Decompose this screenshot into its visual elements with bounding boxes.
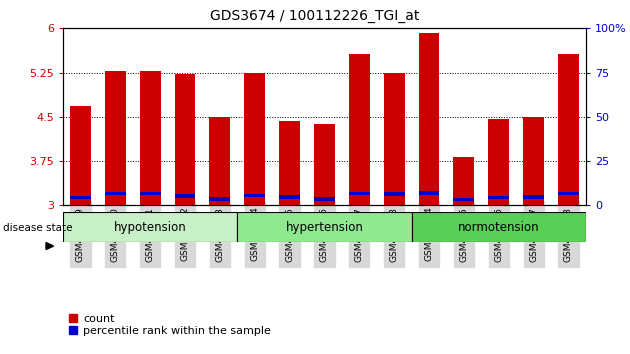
Bar bbox=[411, 212, 586, 242]
Bar bbox=[314, 197, 335, 201]
Bar bbox=[349, 192, 370, 195]
Bar bbox=[105, 71, 126, 205]
Bar bbox=[488, 196, 509, 199]
Text: GDS3674 / 100112226_TGI_at: GDS3674 / 100112226_TGI_at bbox=[210, 9, 420, 23]
Bar bbox=[140, 72, 161, 205]
Bar bbox=[454, 157, 474, 205]
Bar bbox=[418, 33, 440, 205]
Bar bbox=[279, 121, 300, 205]
Bar bbox=[523, 195, 544, 199]
Bar bbox=[244, 73, 265, 205]
Bar bbox=[418, 191, 440, 195]
Bar bbox=[488, 119, 509, 205]
Text: normotension: normotension bbox=[458, 221, 539, 234]
Text: hypertension: hypertension bbox=[285, 221, 364, 234]
Bar bbox=[279, 195, 300, 199]
Bar bbox=[314, 124, 335, 205]
Bar bbox=[70, 106, 91, 205]
Bar bbox=[384, 73, 404, 205]
Bar bbox=[175, 74, 195, 205]
Bar bbox=[349, 54, 370, 205]
Bar bbox=[63, 212, 238, 242]
Legend: count, percentile rank within the sample: count, percentile rank within the sample bbox=[69, 314, 271, 336]
Bar bbox=[558, 54, 579, 205]
Bar bbox=[140, 192, 161, 195]
Bar bbox=[70, 196, 91, 199]
Bar bbox=[175, 194, 195, 198]
Bar bbox=[244, 194, 265, 197]
Text: disease state: disease state bbox=[3, 223, 72, 233]
Bar bbox=[105, 192, 126, 195]
Bar bbox=[209, 117, 231, 205]
Text: hypotension: hypotension bbox=[114, 221, 186, 234]
Polygon shape bbox=[46, 242, 54, 250]
Bar bbox=[238, 212, 411, 242]
Bar bbox=[384, 192, 404, 196]
Bar bbox=[558, 192, 579, 195]
Bar bbox=[523, 117, 544, 205]
Bar bbox=[454, 198, 474, 201]
Bar bbox=[209, 197, 231, 201]
